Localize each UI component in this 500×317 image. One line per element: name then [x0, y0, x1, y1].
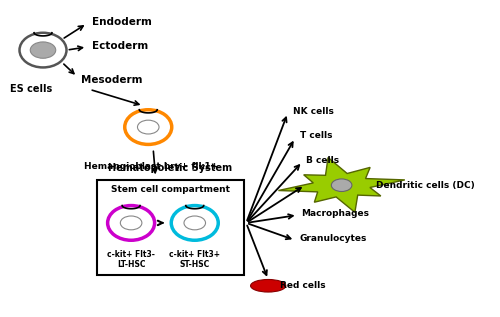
Ellipse shape: [108, 205, 154, 240]
Ellipse shape: [120, 216, 142, 230]
Ellipse shape: [172, 205, 218, 240]
Text: Hematopoietic System: Hematopoietic System: [108, 163, 232, 173]
Text: Hemangioblast bry+ flk1+: Hemangioblast bry+ flk1+: [84, 162, 218, 171]
Text: Granulocytes: Granulocytes: [299, 234, 366, 243]
Text: Red cells: Red cells: [280, 281, 326, 290]
Text: c-kit+ Flt3+: c-kit+ Flt3+: [170, 250, 220, 259]
Text: B cells: B cells: [306, 156, 340, 165]
Polygon shape: [278, 158, 405, 212]
Ellipse shape: [30, 42, 56, 58]
Text: ES cells: ES cells: [10, 84, 52, 94]
Ellipse shape: [138, 120, 159, 134]
Text: Endoderm: Endoderm: [92, 17, 152, 27]
Text: c-kit+ Flt3-: c-kit+ Flt3-: [107, 250, 155, 259]
Text: Macrophages: Macrophages: [301, 209, 369, 218]
FancyBboxPatch shape: [97, 180, 244, 275]
Text: NK cells: NK cells: [292, 107, 334, 116]
Ellipse shape: [20, 33, 66, 68]
Text: Stem cell compartment: Stem cell compartment: [111, 185, 230, 194]
Ellipse shape: [125, 110, 172, 145]
Text: LT-HSC: LT-HSC: [117, 260, 145, 269]
Text: Ectoderm: Ectoderm: [92, 41, 148, 51]
Text: T cells: T cells: [300, 131, 332, 140]
Ellipse shape: [250, 280, 286, 292]
Text: Dendritic cells (DC): Dendritic cells (DC): [376, 181, 474, 190]
Ellipse shape: [184, 216, 206, 230]
Text: Mesoderm: Mesoderm: [81, 75, 142, 85]
Text: ST-HSC: ST-HSC: [180, 260, 210, 269]
Ellipse shape: [332, 179, 352, 191]
